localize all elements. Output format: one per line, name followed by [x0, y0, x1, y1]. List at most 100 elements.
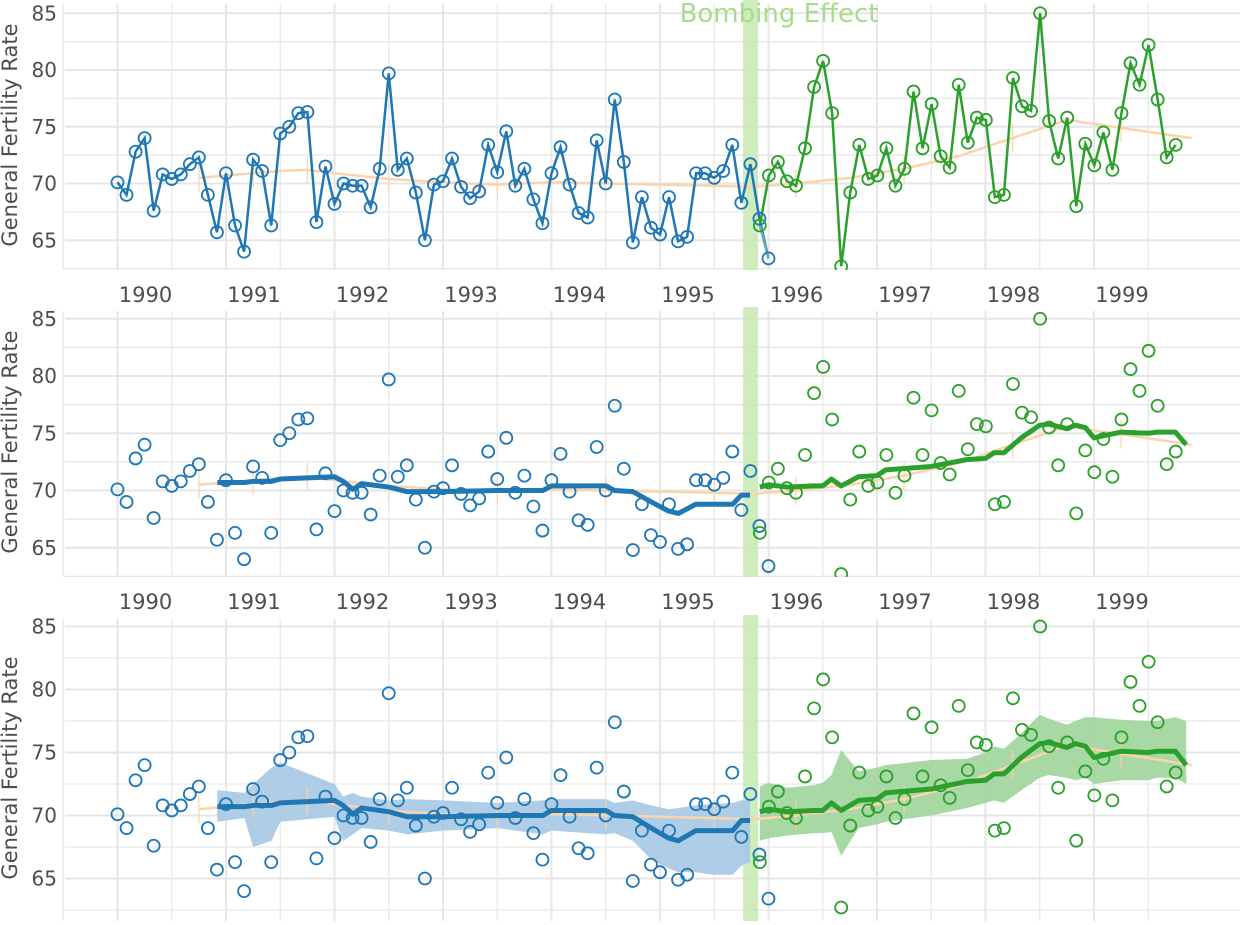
- pre-data-point: [743, 787, 758, 801]
- post-data-point: [1150, 92, 1165, 107]
- post-data-point: [1141, 38, 1156, 52]
- pre-data-point: [155, 798, 170, 813]
- pre-data-point: [508, 485, 523, 500]
- pre-data-point: [300, 411, 315, 426]
- post-data-point: [987, 190, 1002, 205]
- pre-data-point: [589, 133, 604, 148]
- pre-data-point: [553, 140, 568, 155]
- pre-data-point: [644, 220, 658, 235]
- post-data-point: [761, 799, 776, 814]
- y-tick-label: 85: [32, 307, 57, 331]
- pre-data-point: [580, 846, 595, 861]
- post-data-point: [897, 792, 912, 807]
- pre-data-point: [390, 162, 405, 177]
- y-axis-label: General Fertility Rate: [0, 23, 22, 246]
- x-tick-label: 1995: [661, 283, 714, 307]
- pre-data-point: [662, 497, 676, 512]
- pre-data-point: [490, 472, 505, 486]
- pre-data-point: [725, 765, 740, 780]
- pre-data-point: [598, 176, 613, 191]
- post-data-point: [1069, 833, 1084, 848]
- pre-data-point: [418, 871, 432, 886]
- pre-data-point: [381, 66, 396, 81]
- post-data-point: [816, 54, 831, 68]
- post-data-point: [997, 187, 1011, 202]
- y-tick-label: 80: [32, 58, 57, 82]
- post-data-point: [997, 495, 1011, 509]
- post-data-point: [798, 141, 812, 156]
- pre-data-point: [363, 835, 378, 849]
- x-tick-label: 1991: [227, 283, 280, 307]
- y-tick-label: 70: [32, 479, 57, 503]
- pre-data-point: [499, 430, 514, 445]
- post-data-point: [1150, 715, 1165, 730]
- pre-data-point: [408, 818, 423, 833]
- post-data-point: [852, 765, 867, 780]
- post-fitted-line: [759, 739, 1189, 815]
- post-data-point: [897, 468, 912, 483]
- pre-data-point: [128, 451, 143, 466]
- pre-data-point: [191, 457, 206, 472]
- pre-data-point: [191, 150, 206, 165]
- post-data-point: [906, 84, 921, 99]
- post-data-point: [798, 769, 812, 784]
- post-data-point: [960, 135, 975, 150]
- pre-data-point: [390, 469, 405, 484]
- post-data-point: [761, 475, 776, 490]
- post-data-point: [861, 479, 876, 493]
- post-data-point: [942, 790, 957, 805]
- pre-data-point: [255, 164, 270, 178]
- post-data-point: [1006, 377, 1020, 391]
- post-data-point: [1087, 788, 1102, 803]
- pre-data-point: [743, 464, 758, 478]
- pre-data-point: [436, 806, 450, 820]
- pre-data-point: [237, 884, 251, 898]
- plot-area: [110, 307, 1192, 577]
- y-tick-label: 80: [32, 678, 57, 702]
- pre-data-point: [255, 794, 270, 809]
- pre-data-point: [210, 532, 224, 547]
- y-tick-label: 65: [32, 867, 57, 891]
- pre-confidence-band: [217, 762, 751, 875]
- post-data-point: [1096, 432, 1111, 446]
- pre-data-point: [137, 131, 152, 146]
- post-data-point: [997, 821, 1011, 835]
- post-data-point: [761, 168, 776, 183]
- pre-data-point: [309, 851, 324, 866]
- pre-data-point: [427, 484, 441, 499]
- pre-data-point: [137, 758, 152, 772]
- pre-data-point: [454, 180, 468, 194]
- post-data-point: [969, 417, 984, 431]
- pre-data-point: [436, 481, 450, 496]
- post-data-point: [1159, 457, 1174, 472]
- pre-data-point: [752, 211, 767, 226]
- pre-data-point: [689, 473, 704, 488]
- post-data-point: [1132, 698, 1147, 713]
- post-data-point: [1114, 106, 1129, 121]
- x-tick-label: 1996: [770, 590, 823, 614]
- y-tick-label: 80: [32, 364, 57, 388]
- pre-data-point: [653, 865, 667, 880]
- y-axis-label: General Fertility Rate: [0, 330, 22, 553]
- post-data-point: [1114, 730, 1129, 745]
- post-data-point: [789, 485, 803, 500]
- pre-data-point: [499, 750, 514, 765]
- pre-data-point: [228, 218, 242, 233]
- post-data-point: [1123, 675, 1138, 689]
- post-data-point: [1132, 77, 1147, 92]
- pre-data-point: [372, 161, 387, 176]
- post-data-point: [879, 769, 894, 784]
- post-data-point: [924, 720, 939, 735]
- post-data-point: [771, 784, 785, 799]
- pre-data-point: [300, 105, 315, 119]
- pre-data-point: [399, 780, 414, 795]
- post-data-point: [852, 138, 867, 152]
- post-data-point: [1150, 398, 1165, 413]
- post-data-point: [752, 525, 767, 540]
- pre-data-point: [291, 412, 306, 427]
- pre-data-point: [219, 473, 233, 488]
- pre-data-point: [191, 779, 206, 794]
- pre-data-point: [562, 484, 577, 499]
- pre-data-point: [607, 398, 622, 413]
- pre-data-point: [128, 773, 143, 788]
